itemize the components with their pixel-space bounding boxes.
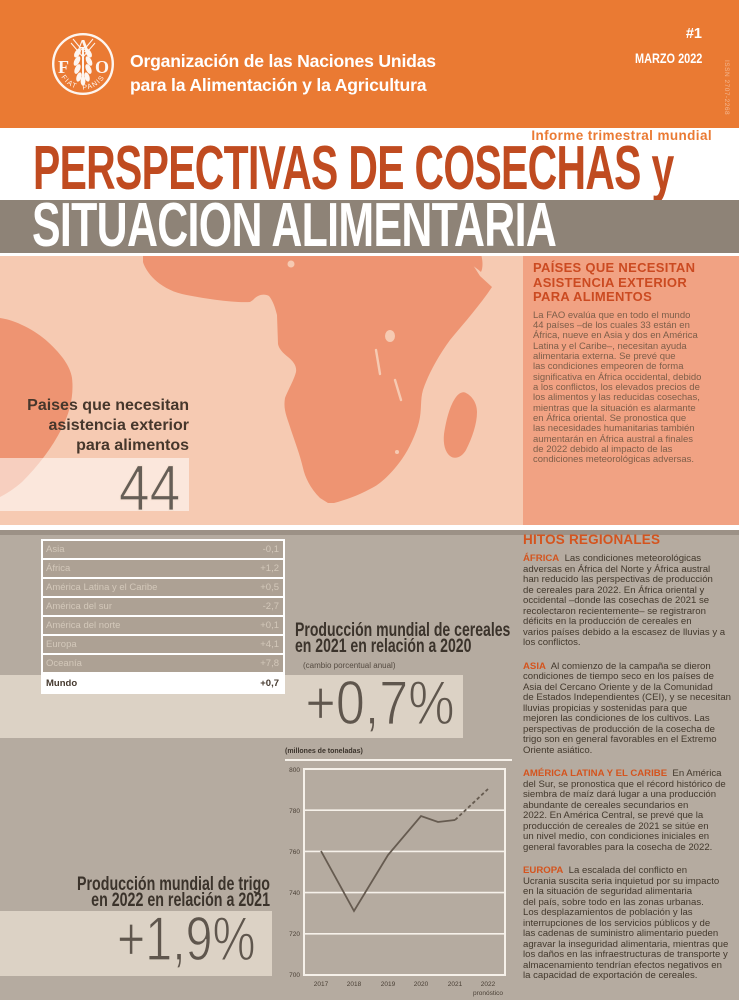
svg-text:2020: 2020 — [414, 981, 429, 988]
svg-text:740: 740 — [289, 890, 300, 897]
svg-text:pronóstico: pronóstico — [473, 990, 503, 997]
svg-text:700: 700 — [289, 972, 300, 979]
svg-text:2021: 2021 — [448, 981, 463, 988]
svg-text:2022: 2022 — [481, 981, 496, 988]
svg-text:2019: 2019 — [381, 981, 396, 988]
svg-text:O: O — [95, 57, 109, 77]
svg-text:2018: 2018 — [347, 981, 362, 988]
svg-text:720: 720 — [289, 931, 300, 938]
svg-text:780: 780 — [289, 808, 300, 815]
svg-text:F: F — [58, 57, 69, 77]
svg-text:800: 800 — [289, 767, 300, 774]
svg-text:(millones de toneladas): (millones de toneladas) — [285, 748, 363, 755]
svg-text:2017: 2017 — [314, 981, 329, 988]
svg-text:760: 760 — [289, 849, 300, 856]
